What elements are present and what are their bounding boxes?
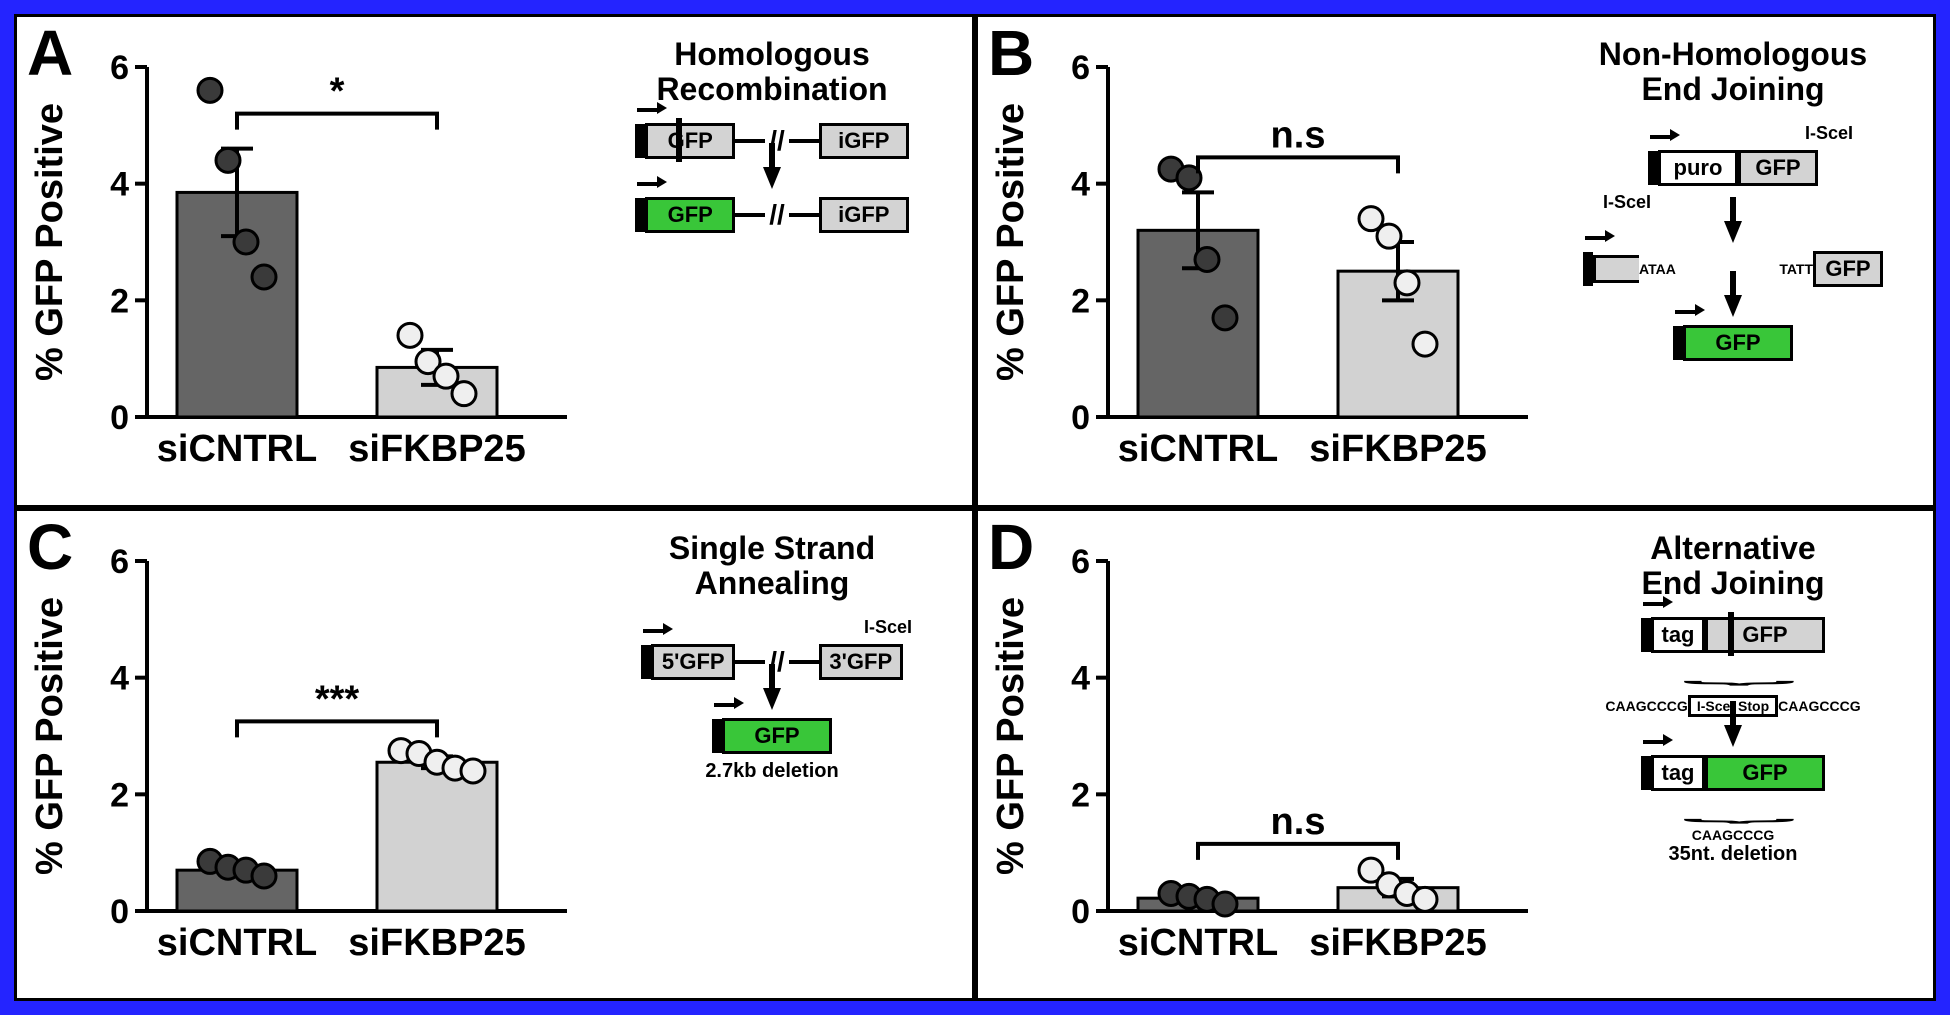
brace-icon: ⏟ [1193, 807, 1936, 816]
panel-A: A 0246% GFP PositivesiCNTRLsiFKBP25* Hom… [14, 14, 975, 508]
schematic-B: Non-HomologousEnd Joining I-SceI puro GF… [1553, 37, 1913, 367]
svg-text:siCNTRL: siCNTRL [157, 428, 317, 470]
svg-text:% GFP Positive: % GFP Positive [990, 103, 1032, 381]
sch-C-note: 2.7kb deletion [592, 760, 952, 783]
schematic-C: Single StrandAnnealing I-SceI 5'GFP // 3… [592, 531, 952, 783]
figure-frame: A 0246% GFP PositivesiCNTRLsiFKBP25* Hom… [0, 0, 1950, 1015]
panel-C: C 0246% GFP PositivesiCNTRLsiFKBP25*** S… [14, 508, 975, 1002]
schematic-A: HomologousRecombination GFP // iGFP GFP … [592, 37, 952, 239]
svg-text:% GFP Positive: % GFP Positive [29, 103, 71, 381]
svg-text:2: 2 [110, 776, 129, 814]
arrow-icon [763, 167, 781, 189]
arrow-icon [1724, 295, 1742, 317]
svg-text:4: 4 [110, 166, 129, 204]
sch-C-after: GFP [592, 718, 952, 754]
panel-grid: A 0246% GFP PositivesiCNTRLsiFKBP25* Hom… [14, 14, 1936, 1001]
svg-text:siCNTRL: siCNTRL [1118, 922, 1278, 964]
svg-text:siFKBP25: siFKBP25 [348, 922, 525, 964]
sch-D-after: tag GFP [1553, 755, 1913, 791]
seq-left: CAAGCCCG [1605, 698, 1687, 714]
iscei-label: I-SceI [1553, 123, 1913, 144]
svg-text:***: *** [315, 678, 360, 720]
svg-text:2: 2 [1071, 776, 1090, 814]
chart-D: 0246% GFP PositivesiCNTRLsiFKBP25n.s [978, 511, 1558, 991]
svg-text:2: 2 [1071, 282, 1090, 320]
chart-C: 0 2 4 6 % GFP Positive siCNTRL siFKBP25 *** [17, 511, 597, 991]
panel-B: B 0246% GFP PositivesiCNTRLsiFKBP25n.s N… [975, 14, 1936, 508]
svg-text:4: 4 [1071, 659, 1090, 697]
svg-text:siFKBP25: siFKBP25 [1309, 428, 1486, 470]
sch-B-after: GFP [1553, 325, 1913, 361]
arrow-icon [1724, 221, 1742, 243]
svg-text:siFKBP25: siFKBP25 [348, 428, 525, 470]
sch-D-before: tag GFP [1553, 617, 1913, 653]
arrow-icon [1724, 725, 1742, 747]
chart-A: 0 2 4 6 % GFP Positive siCNTRL siFKBP25 * [17, 17, 597, 497]
svg-text:0: 0 [1071, 893, 1090, 931]
svg-text:% GFP Positive: % GFP Positive [990, 596, 1032, 874]
svg-text:0: 0 [1071, 399, 1090, 437]
svg-text:siCNTRL: siCNTRL [1118, 428, 1278, 470]
svg-text:2: 2 [110, 282, 129, 320]
sch-A-after: GFP // iGFP [592, 197, 952, 233]
chart-B: 0 2 4 6 % GFP Positive siCNTRL siFKBP25 n.s [978, 17, 1558, 497]
panel-D: D 0246% GFP PositivesiCNTRLsiFKBP25n.s A… [975, 508, 1936, 1002]
seq-right: CAAGCCCG [1778, 698, 1860, 714]
svg-text:0: 0 [110, 399, 129, 437]
sch-D-note: 35nt. deletion [1553, 843, 1913, 866]
svg-text:0: 0 [110, 893, 129, 931]
schematic-D: AlternativeEnd Joining tag GFP ⏟ CAAGCCC… [1553, 531, 1913, 866]
svg-text:6: 6 [110, 49, 129, 87]
arrow-icon [763, 688, 781, 710]
schematic-title-D: AlternativeEnd Joining [1553, 531, 1913, 601]
brace-icon: ⏟ [1193, 669, 1936, 678]
svg-text:% GFP Positive: % GFP Positive [29, 596, 71, 874]
svg-text:6: 6 [1071, 49, 1090, 87]
svg-text:siFKBP25: siFKBP25 [1309, 922, 1486, 964]
sch-D-seq2: CAAGCCCG [1553, 827, 1913, 843]
svg-text:n.s: n.s [1271, 114, 1326, 156]
svg-text:*: * [330, 71, 345, 113]
iscei-label: I-SceI [592, 617, 952, 638]
svg-text:6: 6 [1071, 543, 1090, 581]
schematic-title-A: HomologousRecombination [592, 37, 952, 107]
svg-text:6: 6 [110, 543, 129, 581]
svg-text:siCNTRL: siCNTRL [157, 922, 317, 964]
svg-text:4: 4 [1071, 166, 1090, 204]
sch-B-row1: puro GFP [1553, 150, 1913, 186]
schematic-title-C: Single StrandAnnealing [592, 531, 952, 601]
schematic-title-B: Non-HomologousEnd Joining [1553, 37, 1913, 107]
svg-text:4: 4 [110, 659, 129, 697]
